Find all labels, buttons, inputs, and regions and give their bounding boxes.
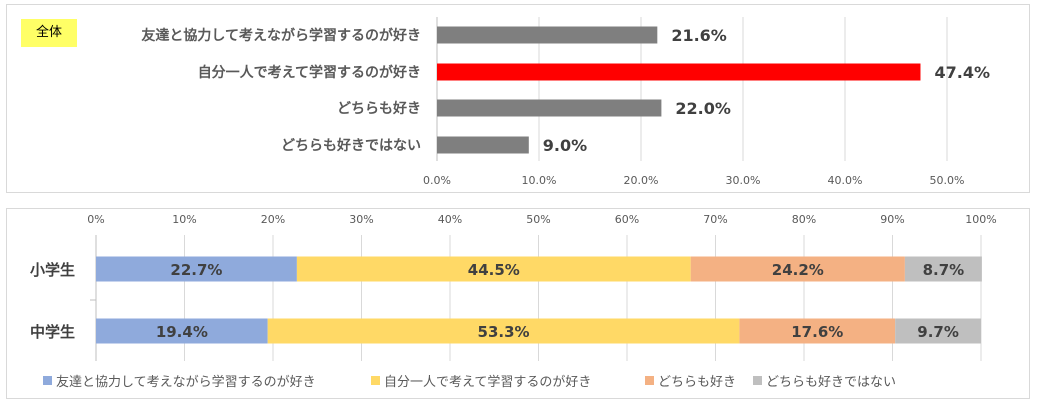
- category-label: 自分一人で考えて学習するのが好き: [198, 64, 421, 81]
- legend-label: どちらも好きではない: [766, 375, 896, 390]
- bar-segment: [96, 256, 297, 282]
- x-tick-label: 40.0%: [828, 174, 863, 187]
- x-tick-label: 0.0%: [423, 174, 451, 187]
- category-label: 友達と協力して考えながら学習するのが好き: [141, 27, 421, 44]
- bar-segment: [895, 318, 981, 344]
- grade-stacked-chart: 0% 10% 20% 30% 40% 50% 60% 70% 80% 90% 100% 小学生 22.7…: [30, 213, 997, 390]
- bar-segment: [96, 318, 268, 344]
- category-label: 中学生: [30, 323, 75, 341]
- bar-segment: [267, 318, 740, 344]
- x-tick-label: 100%: [965, 213, 996, 226]
- x-tick-label: 50%: [526, 213, 550, 226]
- segment-label: 22.7%: [170, 261, 222, 279]
- segment-label: 9.7%: [917, 323, 959, 341]
- x-tick-label: 50.0%: [930, 174, 965, 187]
- value-label: 22.0%: [675, 99, 731, 118]
- value-label: 9.0%: [543, 136, 587, 155]
- segment-label: 24.2%: [772, 261, 824, 279]
- x-tick-label: 40%: [438, 213, 462, 226]
- grade-chart-panel: 0% 10% 20% 30% 40% 50% 60% 70% 80% 90% 100% 小学生 22.7…: [6, 208, 1030, 399]
- category-label: どちらも好き: [337, 100, 421, 117]
- x-tick-label: 70%: [703, 213, 727, 226]
- bar-segment: [690, 256, 905, 282]
- value-label: 21.6%: [671, 26, 727, 45]
- x-tick-label: 10%: [172, 213, 196, 226]
- segment-label: 19.4%: [156, 323, 208, 341]
- legend-swatch: [371, 376, 380, 385]
- legend-swatch: [753, 376, 762, 385]
- segment-label: 17.6%: [791, 323, 843, 341]
- bar: [437, 99, 662, 117]
- bar: [437, 26, 658, 44]
- x-tick-label: 20%: [261, 213, 285, 226]
- bar: [437, 63, 921, 81]
- bar-segment: [904, 256, 982, 282]
- bar-segment: [296, 256, 691, 282]
- category-label: 小学生: [30, 261, 75, 279]
- legend-label: 自分一人で考えて学習するのが好き: [384, 374, 591, 390]
- overall-bar-chart: 0.0% 10.0% 20.0% 30.0% 40.0% 50.0% 友達と協力して考えなが…: [141, 17, 990, 187]
- x-tick-label: 60%: [615, 213, 639, 226]
- x-tick-label: 80%: [792, 213, 816, 226]
- legend-swatch: [645, 376, 654, 385]
- segment-label: 44.5%: [468, 261, 520, 279]
- overall-chart-panel: 全体 0.0% 10.0% 20.0% 30.0% 40.0% 50.0% 友達と協力して考…: [6, 4, 1030, 193]
- bar: [437, 136, 529, 154]
- category-label: どちらも好きではない: [281, 137, 421, 154]
- x-tick-label: 0%: [87, 213, 104, 226]
- segment-label: 53.3%: [478, 323, 530, 341]
- x-tick-label: 30%: [349, 213, 373, 226]
- x-tick-label: 90%: [880, 213, 904, 226]
- value-label: 47.4%: [934, 63, 990, 82]
- bar-segment: [739, 318, 896, 344]
- x-tick-label: 20.0%: [624, 174, 659, 187]
- x-tick-label: 10.0%: [522, 174, 557, 187]
- overall-badge: 全体: [21, 19, 77, 47]
- x-tick-label: 30.0%: [726, 174, 761, 187]
- legend-label: どちらも好き: [658, 375, 736, 390]
- legend-label: 友達と協力して考えながら学習するのが好き: [56, 374, 316, 390]
- segment-label: 8.7%: [923, 261, 965, 279]
- legend-swatch: [43, 376, 52, 385]
